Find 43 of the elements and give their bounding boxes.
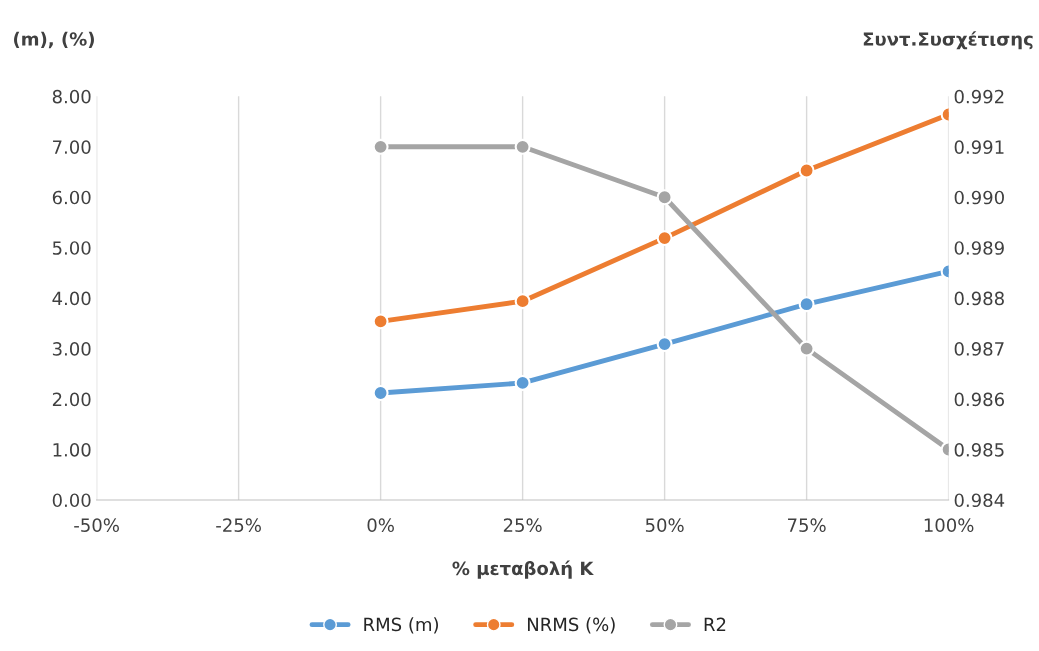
y-tick-label: 0.00 [52,493,91,508]
y-tick-label: 7.00 [53,140,91,154]
y2-tick-label: 0.987 [954,342,1004,356]
point [656,336,673,353]
point [372,138,389,155]
y-tick-label: 8.00 [52,89,91,104]
y2-tick-label: 0.990 [954,190,1004,205]
y-tick-label: 4.00 [52,291,91,306]
y2-tick-label: 0.989 [954,241,1004,255]
x-axis-title: % μεταβολή Κ [452,560,594,579]
y-tick-label: 5.00 [52,241,91,255]
point [514,293,531,310]
point [798,162,815,179]
y-axis-title: (m), (%) [14,31,94,49]
y2-tick-label: 0.991 [954,140,1004,154]
point [798,296,815,313]
point [372,313,389,330]
x-tick-label: -25% [216,518,261,532]
y2-tick-label: 0.984 [954,493,1005,508]
point [372,385,389,401]
legend-label: NRMS (%) [527,617,615,634]
y2-tick-label: 0.985 [954,442,1004,457]
x-tick-label: 0% [367,518,394,532]
y2-axis-title: Συντ.Συσχέτισης [863,31,1033,50]
point [656,189,673,206]
y2-tick-label: 0.988 [954,291,1004,306]
legend-label: R2 [704,617,726,631]
x-tick-label: 75% [788,518,826,532]
point [798,340,815,357]
legend-label: RMS (m) [364,617,438,634]
y2-tick-label: 0.992 [954,89,1004,104]
y-tick-label: 6.00 [52,190,91,205]
point [514,374,531,391]
point [514,138,531,155]
y-tick-label: 3.00 [52,342,91,356]
x-tick-label: 50% [645,518,684,532]
y-tick-label: 1.00 [53,442,91,457]
point [656,230,673,247]
y2-tick-label: 0.986 [954,392,1005,407]
y-tick-label: 2.00 [52,392,91,407]
x-tick-label: 100% [924,518,974,532]
x-tick-label: 25% [503,518,542,532]
x-tick-label: -50% [74,518,119,532]
